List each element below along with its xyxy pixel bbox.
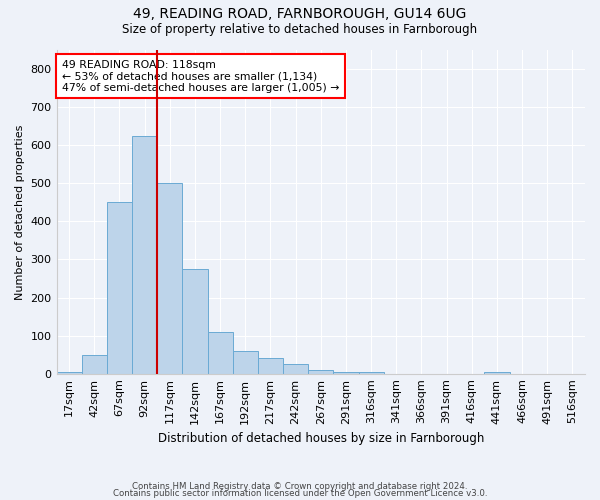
Bar bbox=[208, 332, 233, 374]
Bar bbox=[334, 372, 359, 374]
Bar bbox=[132, 136, 157, 374]
Bar bbox=[56, 372, 82, 374]
Y-axis label: Number of detached properties: Number of detached properties bbox=[15, 124, 25, 300]
Bar bbox=[107, 202, 132, 374]
Bar bbox=[484, 372, 509, 374]
Bar bbox=[258, 358, 283, 374]
Bar bbox=[82, 354, 107, 374]
Bar bbox=[182, 269, 208, 374]
Bar bbox=[157, 184, 182, 374]
Bar bbox=[308, 370, 334, 374]
X-axis label: Distribution of detached houses by size in Farnborough: Distribution of detached houses by size … bbox=[158, 432, 484, 445]
Text: Contains public sector information licensed under the Open Government Licence v3: Contains public sector information licen… bbox=[113, 490, 487, 498]
Text: Size of property relative to detached houses in Farnborough: Size of property relative to detached ho… bbox=[122, 22, 478, 36]
Bar bbox=[233, 351, 258, 374]
Bar bbox=[359, 372, 383, 374]
Bar bbox=[283, 364, 308, 374]
Text: 49 READING ROAD: 118sqm
← 53% of detached houses are smaller (1,134)
47% of semi: 49 READING ROAD: 118sqm ← 53% of detache… bbox=[62, 60, 339, 93]
Text: 49, READING ROAD, FARNBOROUGH, GU14 6UG: 49, READING ROAD, FARNBOROUGH, GU14 6UG bbox=[133, 8, 467, 22]
Text: Contains HM Land Registry data © Crown copyright and database right 2024.: Contains HM Land Registry data © Crown c… bbox=[132, 482, 468, 491]
